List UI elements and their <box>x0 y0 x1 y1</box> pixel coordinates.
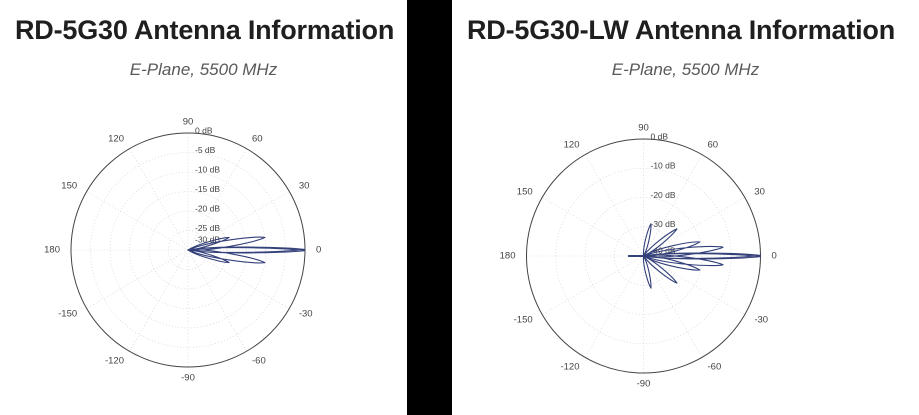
svg-text:180: 180 <box>500 251 516 262</box>
svg-text:60: 60 <box>252 134 263 145</box>
svg-text:150: 150 <box>517 187 533 198</box>
svg-text:0: 0 <box>316 245 321 256</box>
svg-text:-90: -90 <box>181 373 195 384</box>
svg-text:-150: -150 <box>514 315 533 326</box>
svg-text:90: 90 <box>638 123 649 134</box>
svg-text:30: 30 <box>299 181 310 192</box>
svg-text:-5 dB: -5 dB <box>195 145 216 155</box>
svg-text:90: 90 <box>183 117 194 128</box>
svg-text:-90: -90 <box>637 379 651 390</box>
svg-text:-20 dB: -20 dB <box>195 203 220 213</box>
svg-text:0: 0 <box>772 251 777 262</box>
svg-text:-60: -60 <box>252 355 266 366</box>
svg-text:-30 dB: -30 dB <box>651 219 676 229</box>
svg-text:180: 180 <box>44 245 60 256</box>
svg-text:120: 120 <box>564 140 580 151</box>
svg-text:150: 150 <box>61 181 77 192</box>
svg-text:120: 120 <box>108 134 124 145</box>
svg-text:-10 dB: -10 dB <box>195 164 220 174</box>
svg-text:-120: -120 <box>560 361 579 372</box>
svg-text:-20 dB: -20 dB <box>651 190 676 200</box>
svg-text:-15 dB: -15 dB <box>195 184 220 194</box>
svg-text:0 dB: 0 dB <box>651 131 669 141</box>
svg-text:-30: -30 <box>754 315 768 326</box>
svg-text:-60: -60 <box>708 361 722 372</box>
svg-text:-25 dB: -25 dB <box>195 223 220 233</box>
svg-text:-150: -150 <box>58 309 77 320</box>
svg-text:60: 60 <box>708 140 719 151</box>
svg-text:0 dB: 0 dB <box>195 125 213 135</box>
svg-text:-30: -30 <box>299 309 313 320</box>
svg-text:-120: -120 <box>105 355 124 366</box>
svg-text:-10 dB: -10 dB <box>651 161 676 171</box>
svg-text:30: 30 <box>754 187 765 198</box>
